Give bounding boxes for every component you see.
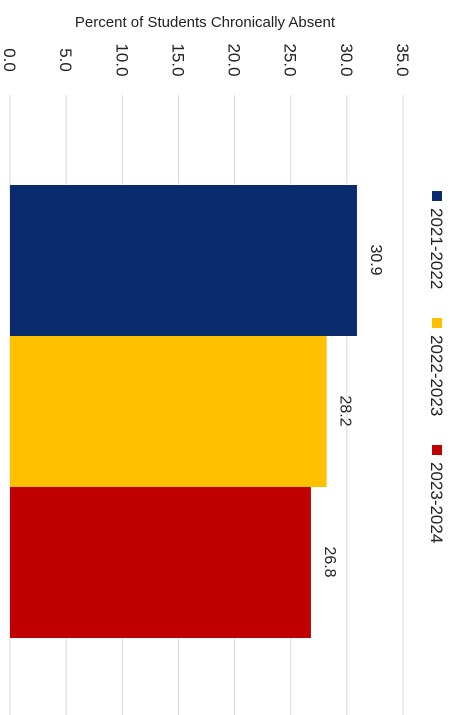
legend: 2021-2022 2022-2023 2023-2024 <box>427 191 446 543</box>
value-axis-title: Percent of Students Chronically Absent <box>75 14 336 31</box>
bar-2022-2023 <box>10 336 327 487</box>
data-labels: 30.9 28.2 26.8 <box>321 244 384 577</box>
value-axis-tick-label: 10.0 <box>112 43 131 76</box>
value-axis-tick-label: 0.0 <box>0 48 19 72</box>
bar-2023-2024 <box>10 487 311 638</box>
value-axis-tick-label: 30.0 <box>337 43 356 76</box>
value-axis-tick-label: 35.0 <box>393 43 412 76</box>
data-label-2021-2022: 30.9 <box>367 244 384 275</box>
legend-label-2022-2023: 2022-2023 <box>427 335 446 416</box>
legend-label-2023-2024: 2023-2024 <box>427 462 446 543</box>
legend-swatch-2022-2023 <box>432 318 442 328</box>
legend-swatch-2021-2022 <box>432 191 442 201</box>
value-axis-tick-label: 20.0 <box>225 43 244 76</box>
data-label-2023-2024: 26.8 <box>321 546 338 577</box>
value-axis-ticks: 0.0 5.0 10.0 15.0 20.0 25.0 30.0 35.0 <box>0 43 412 76</box>
legend-swatch-2023-2024 <box>432 445 442 455</box>
value-axis-tick-label: 5.0 <box>56 48 75 72</box>
value-axis-tick-label: 25.0 <box>281 43 300 76</box>
value-axis-tick-label: 15.0 <box>168 43 187 76</box>
data-label-2022-2023: 28.2 <box>337 395 354 426</box>
legend-label-2021-2022: 2021-2022 <box>427 208 446 289</box>
bars <box>10 185 357 638</box>
bar-2021-2022 <box>10 185 357 336</box>
